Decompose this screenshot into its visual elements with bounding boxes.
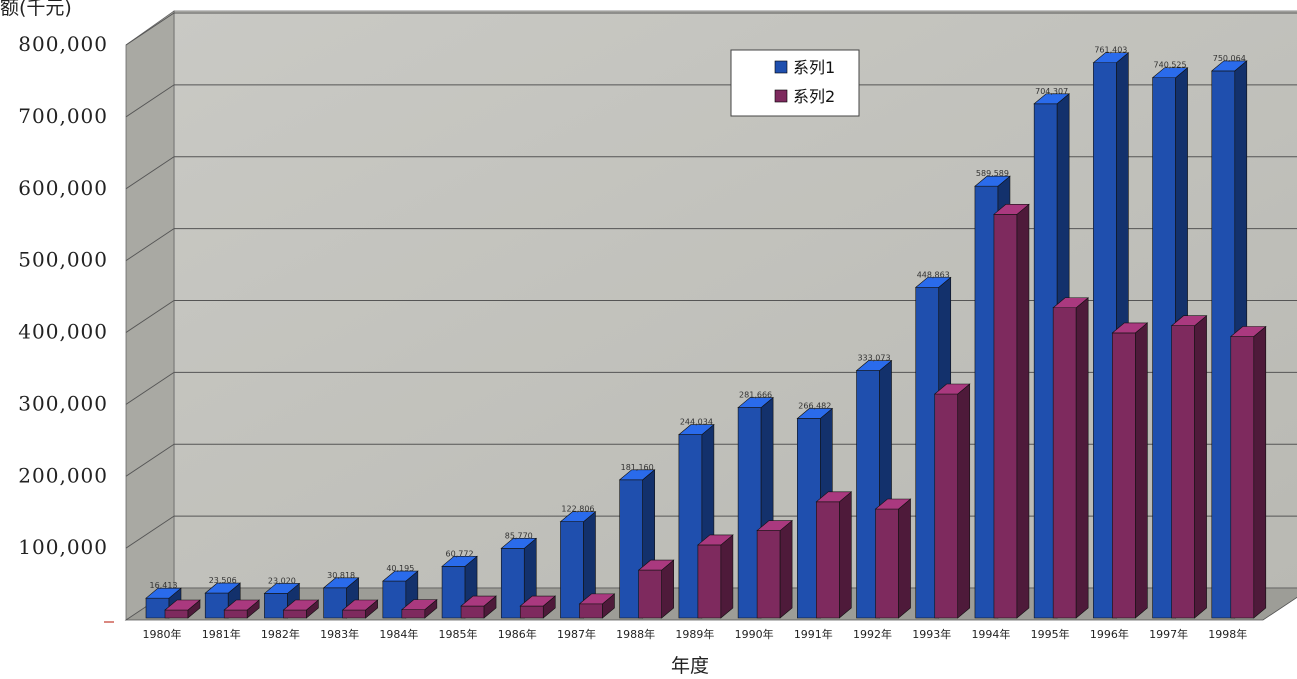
y-tick-label: 700,000 (18, 104, 108, 128)
bar-series-2 (1229, 325, 1267, 619)
bar-series-2 (401, 598, 438, 619)
data-label: 30,818 (327, 571, 355, 580)
data-label: 589,589 (976, 169, 1009, 178)
bar-series-2 (874, 498, 912, 619)
legend-swatch-series-1 (774, 60, 788, 74)
bar-series-2 (815, 491, 853, 619)
x-tick-label: 1994年 (971, 627, 1010, 641)
y-tick-label: 100,000 (18, 535, 108, 559)
y-tick-label: 600,000 (18, 176, 108, 200)
data-label: 761,403 (1094, 46, 1127, 55)
x-tick-label: 1989年 (675, 627, 714, 641)
y-tick-label: 400,000 (18, 320, 108, 344)
gridline-side (125, 515, 175, 549)
bar-series-2 (637, 559, 675, 619)
side-wall (125, 10, 175, 621)
bars (145, 52, 1267, 619)
x-tick-label: 1988年 (616, 627, 655, 641)
legend-swatch-series-2 (774, 89, 788, 103)
x-tick-label: 1983年 (320, 627, 359, 641)
data-label: 16,413 (150, 581, 178, 590)
x-tick-label: 1984年 (379, 627, 418, 641)
legend: 系列1 系列2 (730, 49, 860, 117)
data-label: 85,770 (505, 531, 533, 540)
data-label: 750,064 (1213, 54, 1246, 63)
x-tick-label: 1982年 (261, 627, 300, 641)
x-tick-label: 1985年 (439, 627, 478, 641)
data-label: 704,307 (1035, 87, 1068, 96)
x-axis-title: 年度 (671, 655, 709, 677)
bar-series-2 (341, 599, 379, 619)
y-tick-label: 800,000 (18, 32, 108, 56)
bar-series-2 (933, 383, 971, 619)
data-label: 23,020 (268, 576, 296, 585)
gridline-side (125, 372, 175, 405)
bar-series-2 (1052, 297, 1089, 619)
data-label: 23,506 (209, 576, 237, 585)
bar-series-2 (1111, 322, 1149, 619)
bar-series-2 (697, 534, 734, 619)
gridline-side (125, 228, 175, 261)
data-label: 281,666 (739, 391, 772, 400)
legend-box (730, 49, 860, 117)
gridline-side (125, 300, 175, 333)
data-label: 244,034 (680, 418, 713, 427)
x-tick-label: 1990年 (735, 627, 774, 641)
bar-series-2 (519, 595, 557, 619)
x-tick-label: 1998年 (1208, 627, 1247, 641)
x-tick-label: 1996年 (1090, 627, 1129, 641)
x-tick-label: 1992年 (853, 627, 892, 641)
bar-series-2 (756, 519, 793, 619)
y-axis-title: 额(千元) (0, 0, 72, 19)
data-label: 40,195 (386, 564, 414, 573)
bar-series-1 (559, 511, 597, 619)
bar-series-2 (993, 203, 1030, 619)
x-tick-label: 1991年 (794, 627, 833, 641)
y-tick-label: 200,000 (18, 463, 108, 487)
bar-series-2 (223, 599, 261, 619)
x-tick-label: 1993年 (912, 627, 951, 641)
y-axis: 100,000 200,000 300,000 400,000 500,000 600,0… (18, 32, 114, 623)
bar-series-2 (460, 595, 497, 619)
gridline-side (125, 156, 175, 190)
data-label: 333,073 (857, 354, 890, 363)
bar-series-2 (282, 599, 320, 619)
x-tick-label: 1980年 (143, 627, 182, 641)
data-labels: 16,413 23,506 23,020 30,818 40,195 60,772 85,7… (150, 46, 1246, 590)
legend-label-series-2: 系列2 (793, 87, 835, 106)
x-tick-label: 1995年 (1031, 627, 1070, 641)
data-label: 448,863 (917, 270, 950, 279)
bar-series-1 (204, 582, 242, 619)
gridline-side (125, 443, 175, 477)
gridline-side (125, 84, 175, 118)
x-axis: 1980年 1981年 1982年 1983年 1984年 1985年 1986年 1987年… (143, 627, 1248, 641)
data-label: 122,806 (561, 505, 594, 514)
legend-label-series-1: 系列1 (793, 58, 835, 77)
x-tick-label: 1986年 (498, 627, 537, 641)
bar-series-2 (578, 593, 616, 619)
y-tick-label: 500,000 (18, 248, 108, 272)
data-label: 740,525 (1154, 61, 1187, 70)
bar-series-2 (1170, 315, 1208, 619)
x-tick-label: 1987年 (557, 627, 596, 641)
x-tick-label: 1981年 (202, 627, 241, 641)
data-label: 266,482 (798, 401, 831, 410)
data-label: 60,772 (446, 549, 474, 558)
data-label: 181,160 (621, 463, 654, 472)
bar-series-2 (164, 599, 201, 619)
gridline-side (125, 12, 175, 46)
y-tick-label: 300,000 (18, 391, 108, 415)
x-tick-label: 1997年 (1149, 627, 1188, 641)
